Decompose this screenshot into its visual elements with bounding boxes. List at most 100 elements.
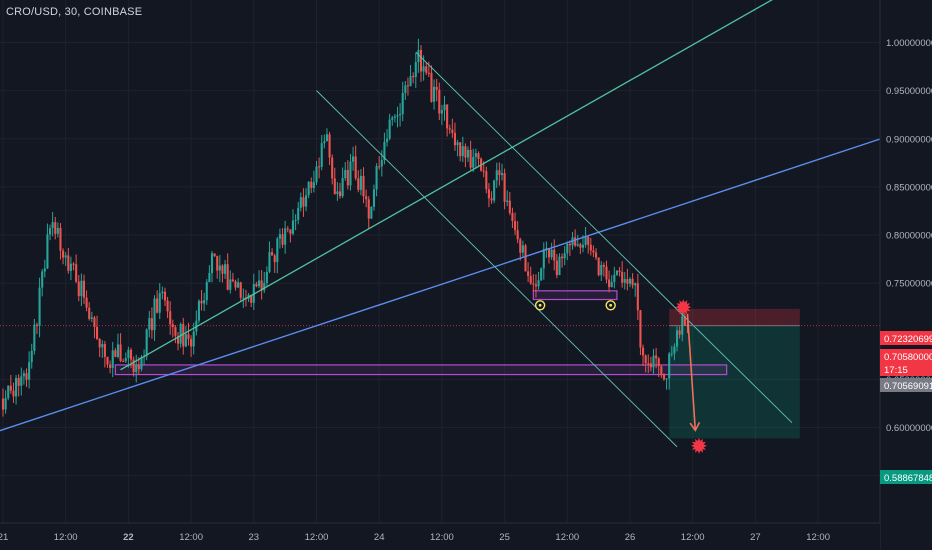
price-tag-label: 0.70580000 (884, 352, 932, 363)
candle-body (446, 104, 449, 129)
candle-body (158, 293, 161, 313)
candle-body (545, 248, 548, 250)
candle-body (550, 249, 553, 258)
time-tick-label: 21 (0, 532, 8, 543)
candle-body (22, 373, 25, 377)
candle-body (101, 344, 104, 348)
target-burst-icon (691, 437, 707, 454)
candle-body (208, 273, 211, 283)
time-tick-label: 27 (750, 532, 761, 543)
candle-body (200, 300, 203, 304)
candle-body (284, 228, 287, 245)
candle-body (203, 300, 206, 304)
candle-body (190, 339, 193, 347)
price-tag-bg (880, 470, 932, 484)
stop-burst-icon (675, 299, 692, 316)
candle-body (500, 173, 504, 176)
candle-body (64, 255, 67, 258)
candle-body (574, 237, 577, 246)
price-tag-label: 0.70569091 (884, 381, 932, 392)
candle-body (116, 344, 119, 357)
candle-body (9, 385, 12, 391)
candle-body (216, 256, 219, 271)
candle-body (527, 271, 530, 276)
time-tick-label: 12:00 (305, 532, 329, 543)
time-tick-label: 12:00 (555, 532, 579, 543)
candle-body (69, 263, 72, 271)
time-tick-label: 23 (249, 532, 260, 543)
candle-body (404, 85, 407, 93)
candle-body (192, 331, 195, 347)
candle-body (67, 255, 70, 271)
candle-body (328, 134, 331, 158)
candle-body (427, 72, 430, 74)
candle-body (260, 280, 263, 291)
price-tag: 0.70569091 (880, 378, 932, 392)
candle-body (331, 157, 334, 179)
drawings-front-layer[interactable] (0, 0, 882, 454)
candle-body (294, 219, 297, 221)
candle-body (670, 353, 673, 355)
candle-body (320, 143, 323, 167)
candle-body (12, 390, 15, 397)
candle-body (213, 253, 216, 257)
candle-body (51, 222, 54, 229)
ascending-trendline (120, 0, 773, 371)
candle-body (461, 146, 464, 157)
candle-body (318, 166, 321, 168)
candle-body (524, 245, 527, 272)
candle-body (367, 199, 370, 219)
candle-body (307, 181, 310, 196)
candle-body (642, 347, 645, 356)
candle-body (464, 146, 467, 158)
candle-body (273, 255, 276, 263)
candle-body (561, 256, 564, 259)
candle-body (547, 248, 551, 258)
candle-body (649, 363, 652, 368)
time-axis (0, 523, 880, 550)
price-tag-bg (880, 349, 932, 376)
candle-body (534, 284, 537, 287)
candle-body (325, 134, 328, 142)
candle-body (435, 86, 438, 90)
candle-body (38, 287, 41, 326)
candle-body (278, 234, 281, 239)
price-tick-label: 0.90000000 (886, 134, 932, 145)
candle-body (25, 373, 28, 380)
candle-body (448, 128, 451, 130)
position-stop-zone (669, 308, 800, 326)
candle-body (514, 221, 517, 231)
candle-body (498, 170, 501, 176)
price-tick-label: 0.95000000 (886, 86, 932, 97)
candle-body (388, 119, 391, 139)
candle-body (399, 114, 402, 116)
candles-layer[interactable] (1, 38, 689, 417)
candle-body (438, 89, 441, 114)
candle-body (85, 297, 88, 308)
candle-body (660, 366, 663, 374)
candle-body (28, 362, 31, 380)
candle-body (581, 244, 585, 248)
candle-body (610, 281, 613, 288)
candle-body (634, 283, 637, 286)
candle-body (271, 252, 274, 256)
candle-body (119, 344, 122, 361)
candle-body (352, 156, 355, 162)
candle-body (312, 182, 315, 188)
price-tag: 0.72320699 (880, 331, 932, 345)
candle-body (623, 279, 626, 283)
candle-body (385, 138, 389, 142)
candle-body (406, 85, 409, 87)
candle-body (148, 318, 151, 330)
candle-body (655, 355, 658, 359)
time-tick-label: 26 (625, 532, 636, 543)
price-tag-countdown: 17:15 (884, 365, 908, 376)
candle-body (291, 220, 295, 234)
candle-body (665, 378, 668, 380)
candle-body (375, 166, 378, 190)
candle-body (508, 200, 511, 213)
candle-body (145, 329, 148, 357)
